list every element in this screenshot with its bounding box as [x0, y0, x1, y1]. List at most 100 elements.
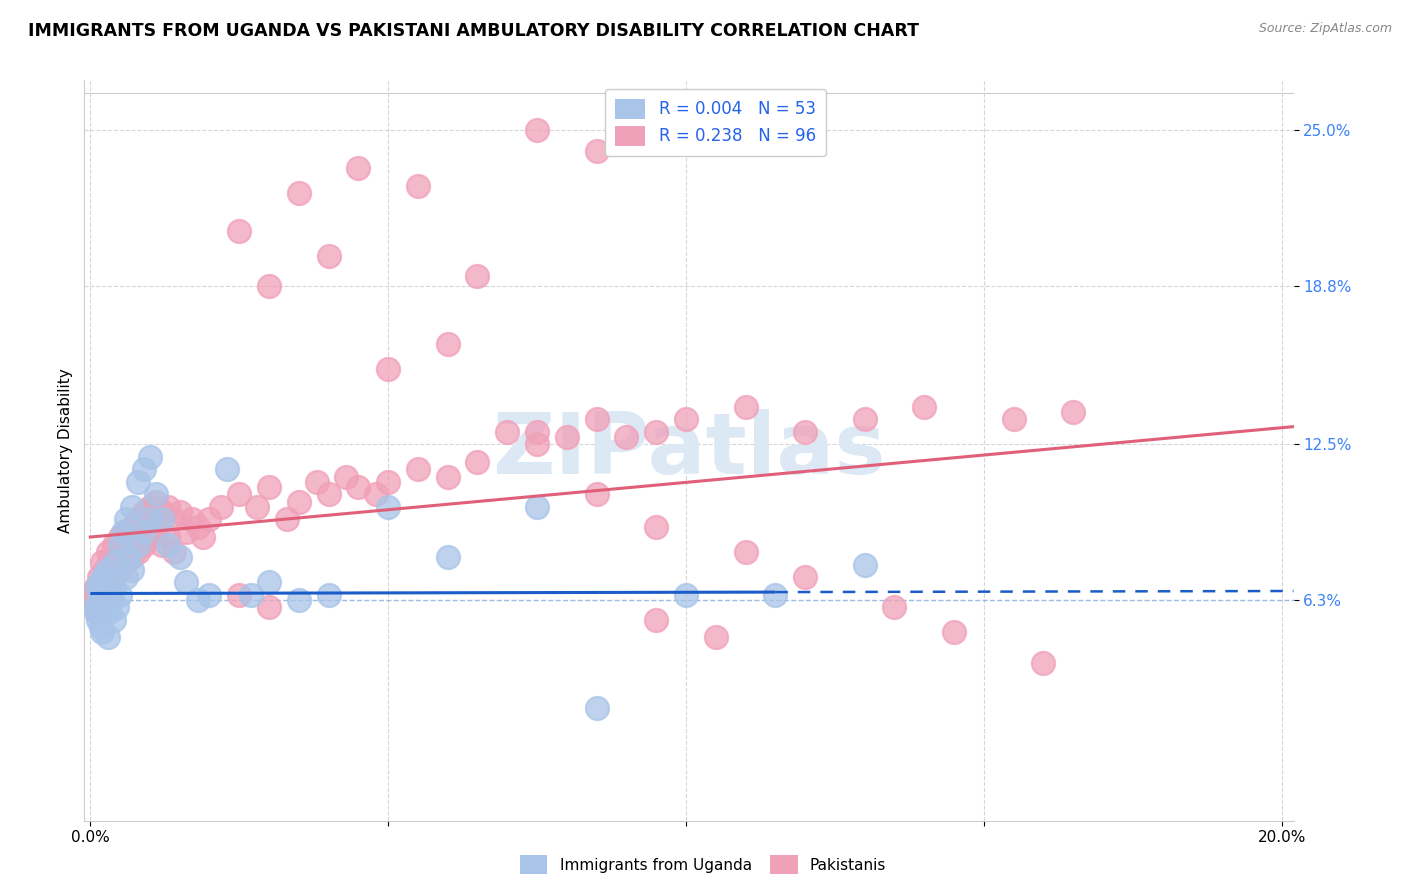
- Point: [180, 512, 202, 526]
- Point: [112, 545, 135, 559]
- Point: [526, 500, 548, 514]
- Point: [132, 538, 155, 552]
- Point: [198, 512, 221, 526]
- Point: [115, 570, 138, 584]
- Point: [127, 545, 149, 559]
- Point: [90, 600, 112, 615]
- Point: [853, 558, 876, 572]
- Point: [228, 588, 250, 602]
- Point: [240, 588, 263, 602]
- Legend: R = 0.004   N = 53, R = 0.238   N = 96: R = 0.004 N = 53, R = 0.238 N = 96: [605, 88, 825, 156]
- Point: [98, 605, 121, 619]
- Point: [115, 555, 138, 569]
- Point: [163, 512, 186, 526]
- Y-axis label: Ambulatory Disability: Ambulatory Disability: [58, 368, 73, 533]
- Point: [97, 545, 120, 559]
- Point: [118, 550, 141, 565]
- Point: [734, 400, 756, 414]
- Point: [89, 570, 111, 584]
- Point: [645, 520, 668, 534]
- Point: [318, 487, 340, 501]
- Point: [103, 613, 125, 627]
- Point: [156, 530, 179, 544]
- Point: [763, 588, 786, 602]
- Point: [100, 588, 122, 602]
- Point: [163, 545, 186, 559]
- Point: [335, 470, 357, 484]
- Point: [100, 595, 122, 609]
- Point: [704, 631, 727, 645]
- Point: [585, 487, 607, 501]
- Point: [209, 500, 232, 514]
- Point: [169, 505, 191, 519]
- Point: [132, 462, 155, 476]
- Point: [132, 505, 155, 519]
- Point: [108, 563, 131, 577]
- Point: [145, 524, 167, 539]
- Point: [112, 524, 135, 539]
- Point: [90, 620, 112, 634]
- Point: [115, 524, 138, 539]
- Point: [366, 487, 388, 501]
- Point: [94, 563, 117, 577]
- Point: [97, 631, 120, 645]
- Point: [585, 700, 607, 714]
- Point: [288, 495, 311, 509]
- Point: [108, 530, 131, 544]
- Text: IMMIGRANTS FROM UGANDA VS PAKISTANI AMBULATORY DISABILITY CORRELATION CHART: IMMIGRANTS FROM UGANDA VS PAKISTANI AMBU…: [28, 22, 920, 40]
- Point: [156, 538, 179, 552]
- Point: [228, 224, 250, 238]
- Point: [347, 161, 370, 175]
- Point: [246, 500, 269, 514]
- Point: [377, 475, 399, 489]
- Point: [526, 437, 548, 451]
- Point: [93, 570, 115, 584]
- Point: [91, 588, 114, 602]
- Point: [86, 580, 108, 594]
- Point: [288, 592, 311, 607]
- Point: [1032, 656, 1054, 670]
- Point: [103, 570, 125, 584]
- Point: [305, 475, 328, 489]
- Point: [139, 450, 162, 464]
- Point: [145, 487, 167, 501]
- Point: [124, 530, 146, 544]
- Point: [96, 563, 118, 577]
- Point: [103, 580, 125, 594]
- Point: [347, 480, 370, 494]
- Point: [121, 500, 143, 514]
- Point: [87, 613, 110, 627]
- Point: [198, 588, 221, 602]
- Point: [108, 538, 131, 552]
- Point: [943, 625, 966, 640]
- Point: [257, 575, 280, 590]
- Point: [139, 530, 162, 544]
- Legend: Immigrants from Uganda, Pakistanis: Immigrants from Uganda, Pakistanis: [513, 849, 893, 880]
- Point: [526, 123, 548, 137]
- Point: [645, 613, 668, 627]
- Point: [794, 425, 817, 439]
- Point: [675, 412, 697, 426]
- Point: [132, 524, 155, 539]
- Point: [406, 462, 429, 476]
- Point: [883, 600, 905, 615]
- Point: [734, 545, 756, 559]
- Point: [228, 487, 250, 501]
- Point: [104, 555, 127, 569]
- Point: [174, 524, 197, 539]
- Point: [436, 550, 458, 565]
- Point: [139, 500, 162, 514]
- Point: [318, 588, 340, 602]
- Point: [467, 268, 489, 283]
- Point: [257, 600, 280, 615]
- Point: [1062, 404, 1084, 418]
- Point: [377, 500, 399, 514]
- Point: [103, 538, 125, 552]
- Point: [127, 512, 149, 526]
- Point: [377, 362, 399, 376]
- Point: [276, 512, 298, 526]
- Point: [585, 144, 607, 158]
- Point: [436, 336, 458, 351]
- Point: [406, 178, 429, 193]
- Point: [436, 470, 458, 484]
